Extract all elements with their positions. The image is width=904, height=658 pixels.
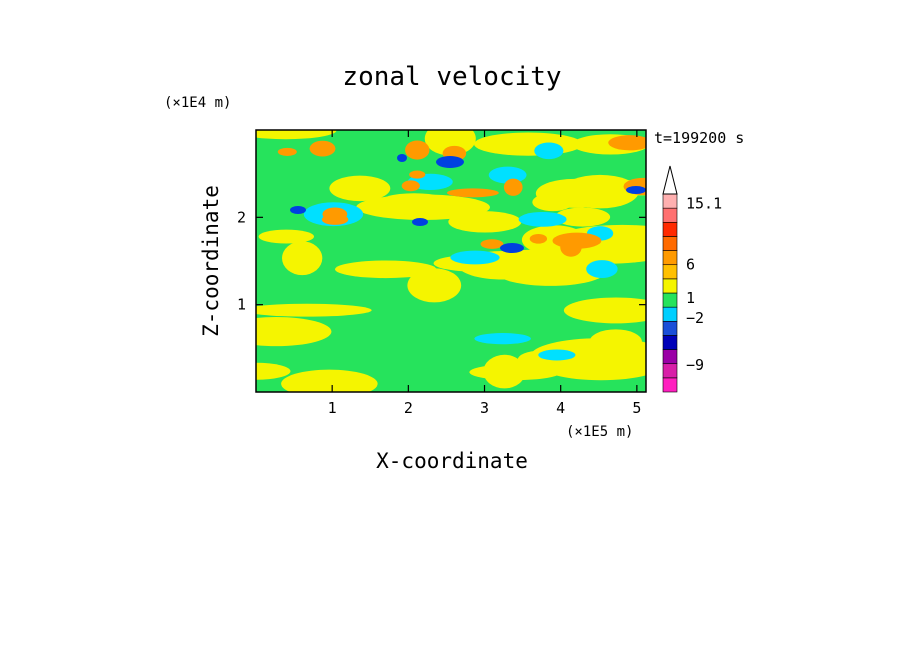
x-tick-label: 4 <box>556 399 565 417</box>
field-blob-cyan <box>488 166 527 184</box>
field-blob-yellow <box>329 175 391 202</box>
x-axis-unit: (×1E5 m) <box>566 424 633 440</box>
field-blob-yellow <box>256 362 291 380</box>
field-blob-orange <box>405 140 430 160</box>
field-blob-blue <box>626 186 646 194</box>
field-blob-orange <box>401 180 420 192</box>
field-blob-yellow <box>258 229 314 244</box>
field-blob-yellow <box>448 211 522 233</box>
colorbar-swatch <box>662 349 678 365</box>
colorbar-swatch <box>662 306 678 322</box>
colorbar-extend-triangle <box>662 165 678 195</box>
colorbar-swatch <box>662 335 678 350</box>
field-blob-blue <box>290 206 306 214</box>
colorbar-swatch <box>662 292 678 308</box>
field-blob-cyan <box>538 349 576 361</box>
colorbar-swatch <box>662 250 678 266</box>
y-axis: 1 2 <box>237 208 246 313</box>
colorbar <box>662 165 678 393</box>
field-blob-yellow <box>530 338 646 374</box>
y-axis-unit: (×1E4 m) <box>164 95 231 111</box>
field-blob-orange <box>409 170 426 179</box>
field-blob-blue <box>500 243 524 253</box>
field-blob-cyan <box>450 250 500 265</box>
tick-marks <box>256 130 646 392</box>
colorbar-label: −2 <box>686 309 704 327</box>
field-blob-orange <box>529 233 548 244</box>
field-blob-orange <box>446 188 499 198</box>
colorbar-label: −9 <box>686 356 704 374</box>
colorbar-swatch <box>662 236 678 251</box>
field-blob-yellow <box>483 354 526 389</box>
colorbar-label: 15.1 <box>686 194 722 212</box>
field-blob-orange <box>277 147 297 156</box>
field-blob-yellow <box>561 174 639 209</box>
x-tick-label: 2 <box>404 399 413 417</box>
contour-field <box>256 130 646 392</box>
colorbar-label: 6 <box>686 255 695 273</box>
y-axis-title: Z-coordinate <box>199 185 223 337</box>
field-blob-blue <box>412 218 428 226</box>
field-blob-cyan <box>586 260 618 279</box>
field-blob-cyan <box>474 333 531 345</box>
x-tick-label: 1 <box>328 399 337 417</box>
field-blob-yellow <box>532 193 574 212</box>
field-blob-orange <box>608 135 646 151</box>
field-blob-yellow <box>256 130 337 140</box>
chart-title: zonal velocity <box>342 62 561 92</box>
colorbar-swatch <box>662 320 678 336</box>
y-tick-label: 2 <box>237 208 246 226</box>
colorbar-swatch <box>662 264 678 280</box>
colorbar-swatch <box>662 221 678 237</box>
field-blob-cyan <box>518 211 567 227</box>
plot-frame <box>255 129 647 393</box>
field-blob-blue <box>397 154 407 162</box>
colorbar-swatch <box>662 278 678 294</box>
field-blob-yellow <box>281 369 378 392</box>
field-blob-orange <box>560 237 582 257</box>
field-blob-orange <box>480 239 504 249</box>
field-blob-yellow <box>554 207 611 227</box>
colorbar-labels: 15.1 6 1 −2 −9 <box>686 194 722 374</box>
y-tick-label: 1 <box>237 296 246 314</box>
time-label: t=199200 s <box>654 129 744 147</box>
colorbar-swatch <box>662 377 678 393</box>
field-blob-yellow <box>335 260 437 279</box>
x-axis-title: X-coordinate <box>376 449 528 473</box>
field-blob-cyan <box>534 142 564 160</box>
field-blob-yellow <box>375 193 453 216</box>
colorbar-swatch <box>662 363 678 379</box>
field-blob-yellow <box>256 317 332 347</box>
field-blob-yellow <box>282 241 323 276</box>
colorbar-swatch <box>662 207 678 223</box>
colorbar-label: 1 <box>686 289 695 307</box>
x-tick-label: 5 <box>632 399 641 417</box>
field-blob-blue <box>436 156 464 168</box>
colorbar-swatch <box>662 193 678 209</box>
field-blob-yellow <box>407 268 462 303</box>
field-blob-yellow <box>563 297 646 324</box>
field-blob-yellow <box>474 132 583 156</box>
field-blob-orange <box>322 207 348 221</box>
x-axis: 1 2 3 4 5 <box>328 399 642 417</box>
field-blob-orange <box>309 140 336 157</box>
field-blob-orange <box>503 178 523 196</box>
x-tick-label: 3 <box>480 399 489 417</box>
field-blob-yellow <box>256 303 372 317</box>
